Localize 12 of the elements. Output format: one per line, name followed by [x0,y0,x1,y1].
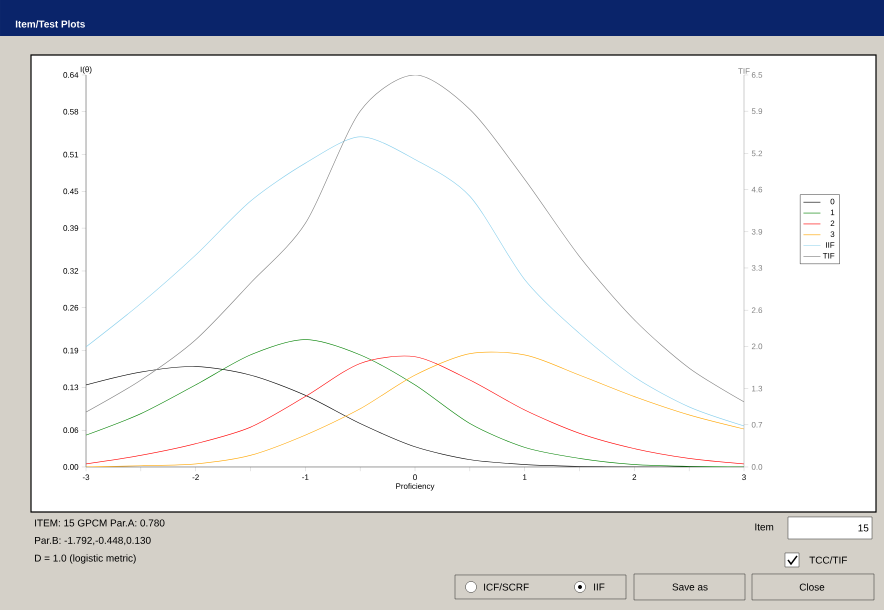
text: Save as [672,583,708,591]
text: TCC/TIF [809,556,847,564]
text: IIF [594,584,604,590]
chart-title: Item/Test Plots [16,20,85,28]
text: Close [800,583,824,591]
text: 15 [858,524,868,532]
text: ICF/SCRF [484,583,529,591]
line-series [86,136,744,426]
text: Item [755,524,774,530]
text: D = 1.0 (logistic metric) [35,554,136,564]
text: Par.B: -1.792,-0.448,0.130 [35,536,151,546]
text: ITEM: 15 GPCM Par.A: 0.780 [35,519,164,527]
